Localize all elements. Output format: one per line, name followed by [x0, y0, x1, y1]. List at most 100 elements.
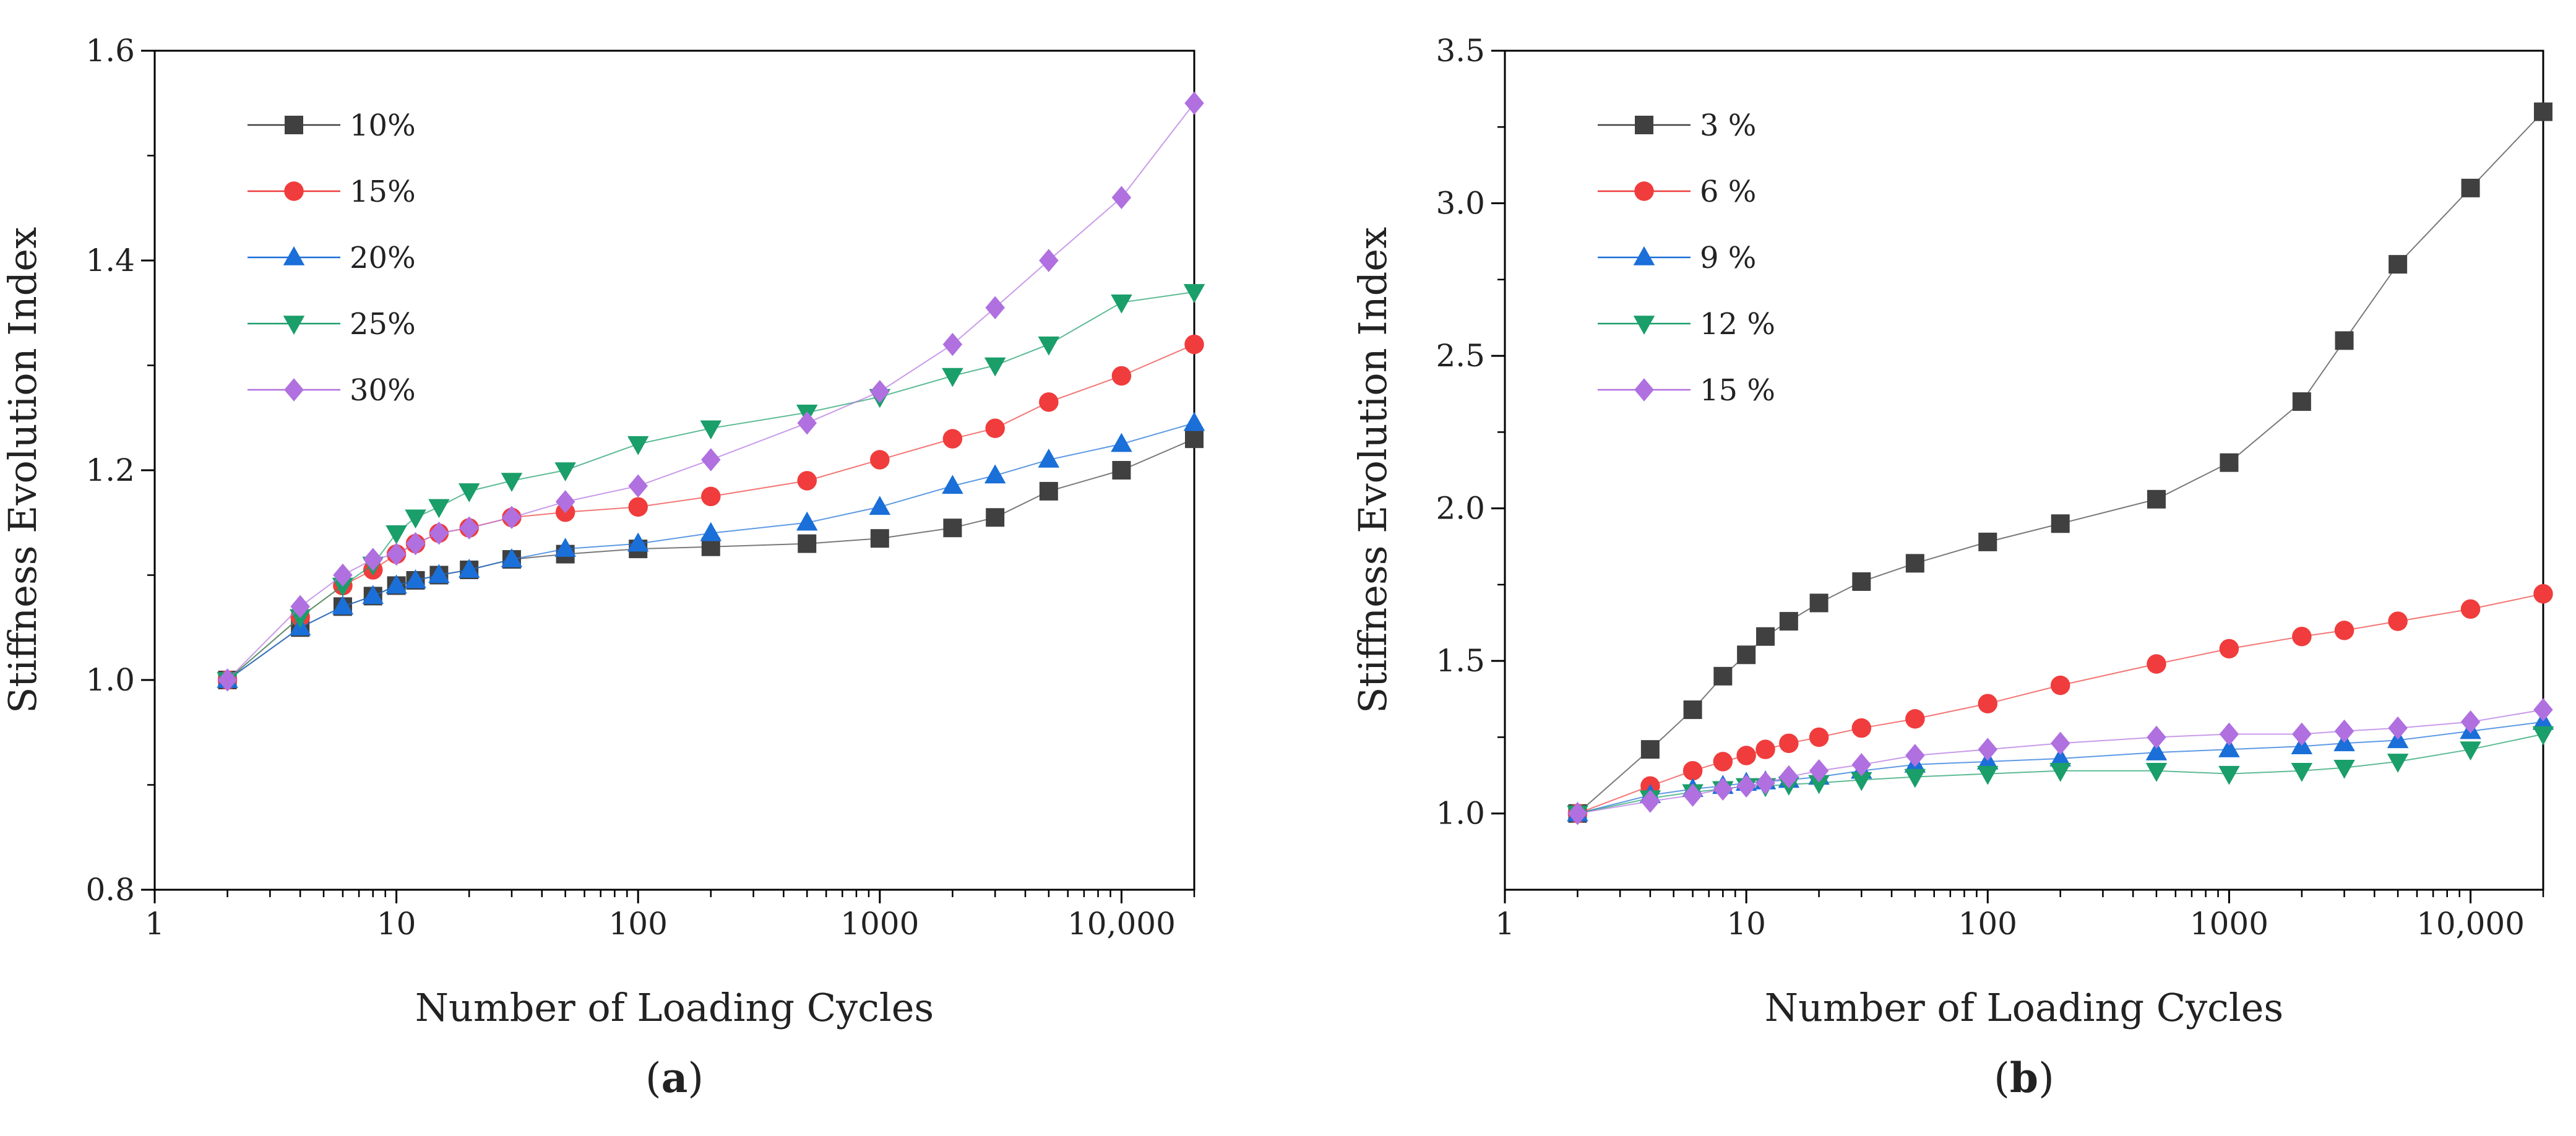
data-point [2334, 621, 2354, 640]
data-point [797, 471, 817, 491]
x-tick-label: 10,000 [2416, 906, 2525, 942]
y-tick-label: 0.8 [85, 872, 135, 908]
legend-label: 30% [350, 373, 416, 408]
data-point [1978, 694, 1998, 713]
legend-marker [285, 116, 303, 134]
data-point [2050, 675, 2070, 695]
y-tick-label: 1.2 [85, 452, 135, 488]
y-axis-label: Stiffness Evolution Index [0, 227, 45, 713]
data-point [2220, 453, 2239, 472]
data-point [1111, 366, 1132, 386]
data-point [2219, 722, 2239, 746]
data-point [1038, 449, 1060, 468]
data-point [1736, 746, 1756, 765]
data-point [627, 436, 649, 455]
data-point [2051, 514, 2070, 533]
legend-label: 12 % [1700, 307, 1775, 342]
data-point [554, 538, 576, 557]
data-point [985, 418, 1005, 438]
legend-label: 15% [350, 174, 416, 209]
legend-marker [284, 181, 304, 201]
data-point [1111, 295, 1132, 314]
data-point [942, 475, 963, 494]
panel-caption: (b) [1994, 1054, 2054, 1102]
y-tick-label: 3.0 [1436, 186, 1485, 222]
data-point [1851, 753, 1872, 777]
data-point [1978, 532, 1997, 551]
data-point [2147, 725, 2166, 749]
data-point [985, 296, 1005, 320]
data-point [1755, 739, 1775, 759]
data-point [700, 420, 722, 440]
data-point [1755, 771, 1775, 795]
data-point [1905, 709, 1925, 729]
data-point [2388, 611, 2408, 631]
data-point [701, 486, 721, 507]
data-point [2533, 698, 2553, 721]
data-point [701, 448, 721, 471]
data-point [1682, 760, 1703, 781]
y-tick-label: 1.0 [1436, 796, 1485, 832]
data-point [1682, 783, 1703, 807]
data-point [2049, 762, 2071, 782]
y-tick-label: 3.5 [1436, 33, 1485, 69]
data-point [2218, 738, 2240, 757]
data-point [1756, 627, 1775, 646]
data-point [1111, 186, 1132, 210]
data-point [1039, 249, 1059, 272]
data-point [1904, 768, 1926, 788]
legend-label: 20% [350, 241, 416, 275]
legend-label: 6 % [1700, 174, 1756, 209]
legend-label: 15 % [1700, 373, 1775, 408]
data-point [942, 332, 963, 356]
x-tick-label: 100 [608, 906, 667, 942]
legend-marker [283, 246, 305, 265]
data-point [1039, 481, 1058, 501]
data-point [2292, 722, 2312, 746]
x-axis-label: Number of Loading Cycles [415, 985, 934, 1030]
data-point [459, 516, 479, 540]
data-point [2145, 741, 2168, 760]
data-point [1978, 738, 1998, 761]
data-point [1736, 774, 1756, 798]
data-point [1039, 392, 1059, 412]
data-point [1905, 554, 1924, 573]
data-point [2461, 178, 2480, 197]
data-point [2335, 331, 2354, 350]
data-point [1737, 645, 1756, 665]
x-tick-label: 1 [1495, 906, 1515, 942]
x-tick-label: 100 [1958, 906, 2017, 942]
y-tick-label: 2.0 [1436, 491, 1485, 527]
legend-marker [1633, 316, 1655, 335]
data-point [1905, 744, 1925, 767]
data-point [1184, 334, 1204, 355]
x-tick-label: 10,000 [1067, 906, 1176, 942]
data-point [1567, 801, 1588, 825]
data-point [2534, 102, 2552, 121]
data-point [942, 429, 963, 449]
data-point [943, 519, 962, 538]
data-point [332, 595, 354, 615]
data-point [363, 548, 383, 571]
data-point [501, 548, 523, 567]
data-point [428, 564, 450, 583]
data-point [554, 462, 576, 481]
data-point [405, 509, 426, 529]
data-point [1112, 461, 1131, 480]
legend-label: 9 % [1700, 241, 1756, 275]
data-point [1183, 284, 1205, 303]
data-point [984, 357, 1006, 377]
data-point [386, 542, 407, 566]
legend-label: 3 % [1700, 108, 1756, 143]
data-point [2532, 726, 2554, 746]
data-point [700, 522, 722, 541]
y-tick-label: 2.5 [1436, 338, 1485, 374]
data-point [428, 499, 450, 519]
data-point [2460, 710, 2481, 734]
data-point [1640, 740, 1660, 759]
data-point [2049, 747, 2071, 767]
data-point [2388, 716, 2408, 740]
data-point [386, 574, 407, 594]
y-tick-label: 1.6 [85, 33, 135, 69]
data-point [1111, 432, 1132, 452]
